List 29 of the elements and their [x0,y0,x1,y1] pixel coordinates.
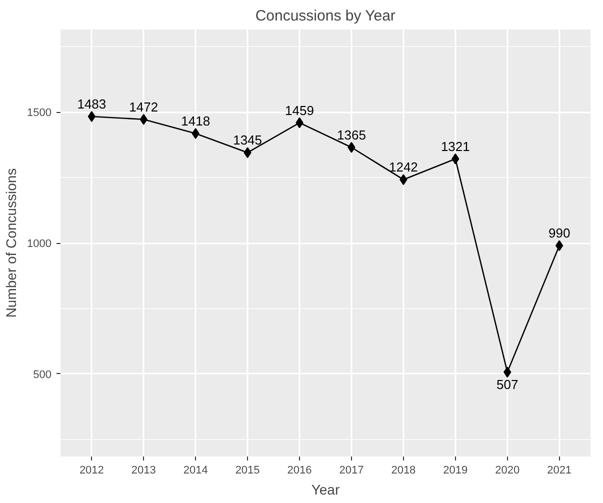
x-tick-label: 2021 [547,464,572,476]
x-tick-label: 2017 [339,464,364,476]
y-tick-label: 500 [33,368,52,381]
data-label: 1242 [388,160,418,175]
x-tick-label: 2015 [235,464,260,476]
y-tick-label: 1000 [27,238,52,250]
data-label: 1365 [337,127,366,142]
data-label: 1418 [181,114,210,128]
data-label: 990 [548,226,570,241]
chart-title: Concussions by Year [255,8,396,24]
point [555,240,564,252]
x-tick-label: 2014 [183,464,208,476]
x-tick-label: 2018 [391,464,416,476]
data-label: 1345 [233,132,262,148]
x-axis-title: Year [311,482,340,498]
data-label: 1472 [129,99,158,114]
y-axis-title: Number of Concussions [3,168,20,318]
y-tick-label: 1500 [27,107,52,120]
point [192,128,200,139]
data-label: 1321 [440,138,470,154]
x-tick-label: 2016 [287,464,312,476]
data-label: 507 [496,377,518,392]
x-tick-label: 2013 [131,464,156,476]
point [88,110,96,122]
x-tick-label: 2019 [443,464,468,476]
x-tick-label: 2012 [79,464,104,476]
data-label: 1483 [77,96,106,112]
x-tick-label: 2020 [495,464,520,476]
data-label: 1459 [285,102,314,118]
